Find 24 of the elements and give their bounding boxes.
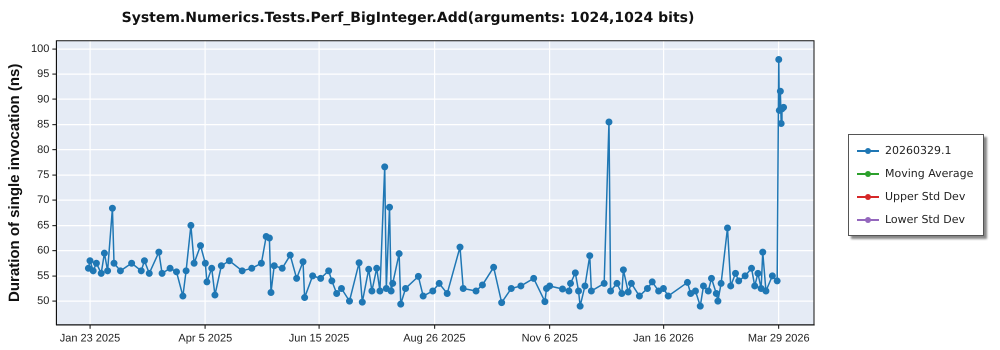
x-tick-label: Jan 23 2025 [60, 332, 120, 344]
x-tick-label: Jan 16 2026 [633, 332, 694, 344]
x-tick-label: Apr 5 2025 [178, 332, 232, 344]
y-tick-label: 100 [30, 42, 50, 55]
x-tick-label: Jun 15 2025 [288, 332, 350, 344]
x-tick-label: Nov 6 2025 [522, 332, 578, 344]
y-tick-label: 65 [37, 219, 50, 232]
y-tick-label: 50 [37, 295, 50, 308]
legend-label: 20260329.1 [885, 144, 952, 157]
x-tick-label: Aug 26 2025 [403, 332, 466, 344]
y-tick-label: 55 [37, 270, 50, 282]
y-axis-title: Duration of single invocation (ns) [6, 64, 24, 302]
y-tick-label: 75 [37, 169, 50, 182]
y-tick-label: 70 [37, 194, 50, 206]
y-tick-label: 80 [37, 144, 50, 156]
chart-title: System.Numerics.Tests.Perf_BigInteger.Add(arguments: 1024,1024 bits) [122, 10, 694, 26]
y-tick-label: 85 [37, 118, 50, 131]
y-tick-label: 60 [37, 244, 50, 257]
y-tick-label: 90 [37, 93, 50, 106]
x-tick-label: Mar 29 2026 [748, 332, 810, 344]
legend-label: Upper Std Dev [885, 190, 966, 203]
legend-label: Lower Std Dev [885, 213, 965, 226]
y-tick-label: 95 [37, 68, 50, 80]
legend-label: Moving Average [885, 167, 974, 180]
